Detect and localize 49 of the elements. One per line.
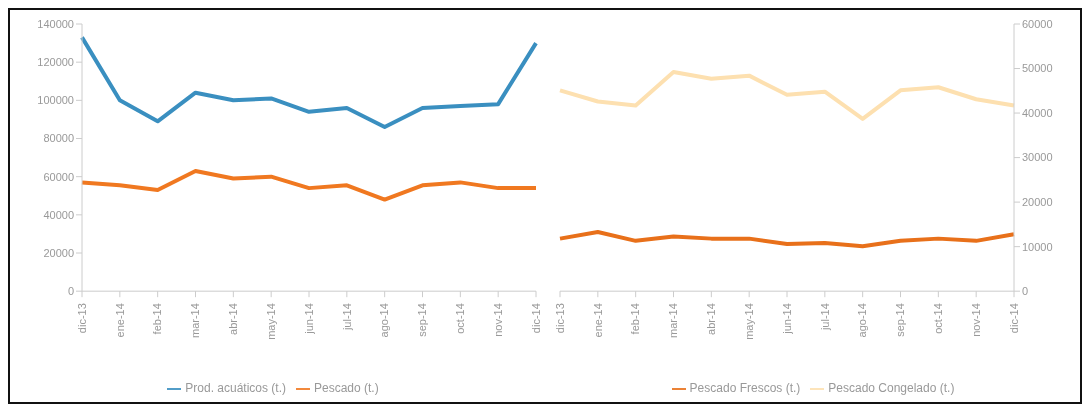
line-series [80,168,538,202]
x-tick-label: jul-14 [818,303,831,332]
legend-label: Pescado Congelado (t.) [828,381,955,396]
legend-label: Prod. acuáticos (t.) [185,381,286,396]
x-tick-label: nov-14 [969,303,982,337]
x-tick-label: sep-14 [416,303,429,337]
y2-tick-label: 30000 [1022,151,1053,164]
x-tick-label: dic-14 [529,303,542,334]
y-tick-label: 80000 [43,132,74,145]
x-tick-label: may-14 [264,303,277,340]
x-tick-label: dic-14 [1007,303,1020,334]
y2-tick-label: 60000 [1022,17,1053,30]
y-tick-label: 60000 [43,170,74,183]
x-tick-label: ago-14 [856,303,869,338]
legend-label: Pescado Frescos (t.) [689,381,801,396]
x-tick-label: abr-14 [705,303,718,335]
x-tick-label: abr-14 [227,303,240,335]
x-tick-label: feb-14 [629,303,642,335]
x-tick-label: dic-13 [553,303,566,334]
x-tick-label: nov-14 [491,303,504,337]
x-tick-label: oct-14 [454,303,467,334]
y-tick-label: 140000 [37,17,74,30]
x-tick-label: may-14 [742,303,755,340]
x-tick-label: jun-14 [302,303,315,335]
y2-tick-label: 50000 [1022,62,1053,75]
y-tick-label: 40000 [43,208,74,221]
y-tick-label: 100000 [37,94,74,107]
y-tick-label: 20000 [43,246,74,259]
x-tick-label: jun-14 [780,303,793,335]
y2-tick-label: 20000 [1022,196,1053,209]
line-series [558,229,1016,249]
line-series [558,70,1016,121]
x-tick-label: mar-14 [667,303,680,339]
x-tick-label: ene-14 [591,303,604,338]
x-tick-label: sep-14 [894,303,907,337]
x-tick-label: mar-14 [189,303,202,339]
x-tick-label: ago-14 [378,303,391,338]
line-series [80,35,538,130]
y2-tick-label: 0 [1022,285,1029,298]
x-tick-label: jul-14 [340,303,353,332]
y2-tick-label: 40000 [1022,106,1053,119]
x-tick-label: ene-14 [113,303,126,338]
y-tick-label: 0 [67,285,74,298]
y2-tick-label: 10000 [1022,240,1053,253]
x-tick-label: feb-14 [151,303,164,335]
legend-label: Pescado (t.) [314,381,379,396]
y-tick-label: 120000 [37,56,74,69]
x-tick-label: oct-14 [932,303,945,334]
x-tick-label: dic-13 [75,303,88,334]
